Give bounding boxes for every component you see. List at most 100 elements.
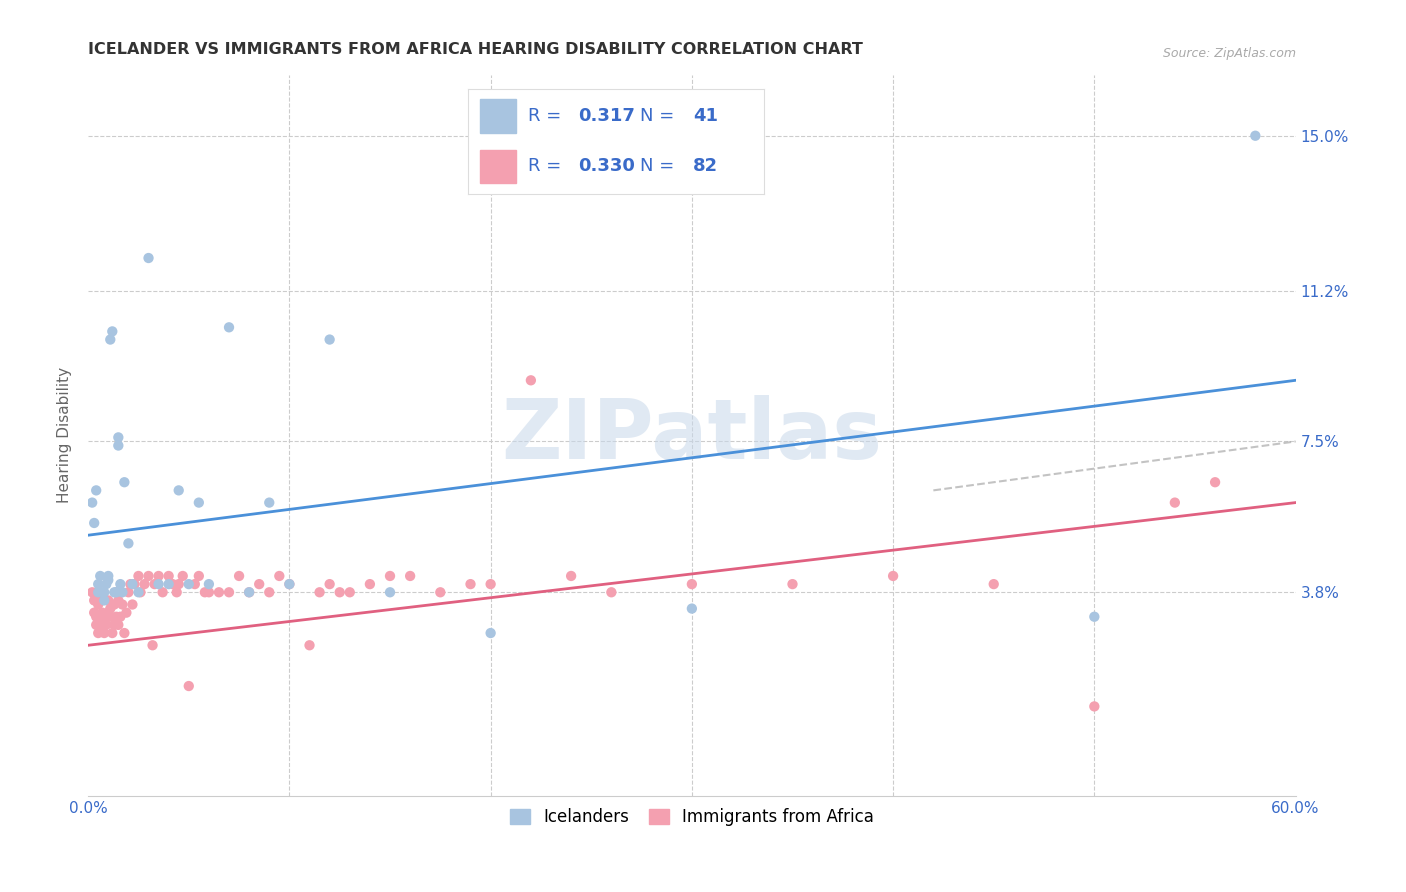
Point: [167, 483, 190, 498]
Point: [82, 585, 104, 599]
Point: [83, 593, 105, 607]
Point: [112, 626, 135, 640]
Point: [329, 585, 352, 599]
Point: [107, 593, 129, 607]
Point: [167, 577, 190, 591]
Point: [103, 598, 125, 612]
Point: [318, 333, 340, 347]
Point: [198, 577, 221, 591]
Point: [141, 638, 163, 652]
Point: [184, 577, 207, 591]
Point: [83, 606, 105, 620]
Point: [1164, 495, 1187, 509]
Point: [96, 577, 118, 591]
Point: [83, 516, 105, 530]
Point: [87, 598, 110, 612]
Point: [107, 430, 129, 444]
Point: [84, 483, 107, 498]
Point: [187, 495, 209, 509]
Point: [259, 585, 281, 599]
Point: [681, 601, 703, 615]
Point: [218, 585, 240, 599]
Point: [143, 577, 166, 591]
Point: [1083, 699, 1105, 714]
Point: [1204, 475, 1226, 490]
Point: [110, 609, 132, 624]
Point: [138, 251, 160, 265]
Point: [96, 618, 118, 632]
Point: [378, 569, 401, 583]
Point: [117, 536, 139, 550]
Point: [107, 438, 129, 452]
Point: [89, 593, 111, 607]
Point: [120, 577, 142, 591]
Point: [121, 598, 143, 612]
Point: [157, 577, 180, 591]
Point: [84, 618, 107, 632]
Point: [166, 585, 188, 599]
Legend: Icelanders, Immigrants from Africa: Icelanders, Immigrants from Africa: [502, 800, 883, 835]
Point: [399, 569, 422, 583]
Point: [194, 585, 217, 599]
Point: [479, 626, 502, 640]
Point: [208, 585, 231, 599]
Point: [112, 475, 135, 490]
Point: [278, 577, 301, 591]
Point: [1083, 609, 1105, 624]
Point: [152, 585, 174, 599]
Point: [111, 598, 134, 612]
Point: [134, 577, 156, 591]
Point: [93, 609, 115, 624]
Point: [298, 638, 321, 652]
Point: [105, 609, 128, 624]
Point: [318, 577, 340, 591]
Point: [359, 577, 381, 591]
Point: [269, 569, 291, 583]
Point: [103, 618, 125, 632]
Point: [98, 609, 121, 624]
Point: [87, 618, 110, 632]
Point: [247, 577, 270, 591]
Point: [98, 601, 121, 615]
Point: [1244, 128, 1267, 143]
Point: [218, 320, 240, 334]
Point: [84, 609, 107, 624]
Text: ICELANDER VS IMMIGRANTS FROM AFRICA HEARING DISABILITY CORRELATION CHART: ICELANDER VS IMMIGRANTS FROM AFRICA HEAR…: [89, 42, 863, 57]
Point: [681, 577, 703, 591]
Point: [82, 495, 104, 509]
Point: [91, 585, 114, 599]
Point: [429, 585, 451, 599]
Point: [138, 569, 160, 583]
Point: [520, 373, 543, 387]
Point: [87, 626, 110, 640]
Point: [560, 569, 582, 583]
Point: [177, 679, 200, 693]
Point: [983, 577, 1005, 591]
Point: [89, 609, 111, 624]
Point: [177, 577, 200, 591]
Point: [105, 585, 128, 599]
Point: [105, 585, 128, 599]
Point: [479, 577, 502, 591]
Point: [91, 618, 114, 632]
Point: [97, 569, 120, 583]
Point: [782, 577, 804, 591]
Text: ZIPatlas: ZIPatlas: [502, 395, 883, 475]
Point: [97, 573, 120, 587]
Point: [157, 569, 180, 583]
Point: [117, 585, 139, 599]
Text: Source: ZipAtlas.com: Source: ZipAtlas.com: [1163, 47, 1295, 60]
Point: [600, 585, 623, 599]
Point: [91, 606, 114, 620]
Point: [148, 569, 170, 583]
Point: [882, 569, 904, 583]
Point: [198, 585, 221, 599]
Point: [308, 585, 330, 599]
Point: [87, 577, 110, 591]
Point: [107, 618, 129, 632]
Point: [187, 569, 209, 583]
Point: [97, 606, 120, 620]
Point: [98, 333, 121, 347]
Point: [238, 585, 260, 599]
Point: [238, 585, 260, 599]
